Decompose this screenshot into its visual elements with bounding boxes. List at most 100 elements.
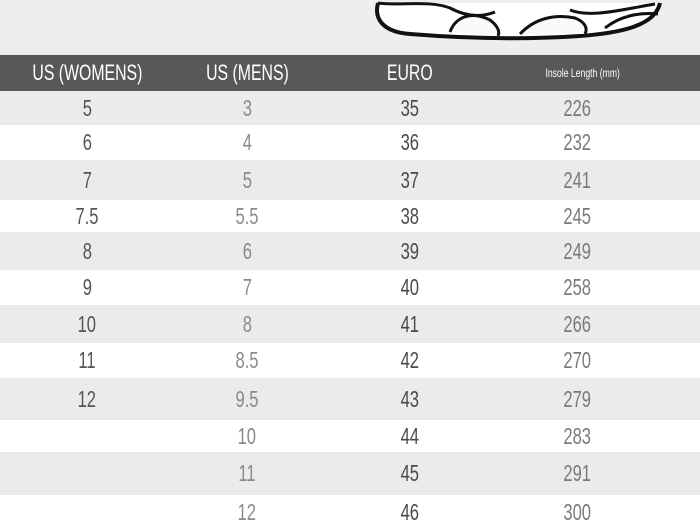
cell-text: 11: [238, 460, 256, 486]
cell-us-mens: 8: [167, 305, 327, 343]
cell-euro: 46: [330, 495, 490, 530]
cell-euro: 43: [330, 378, 490, 420]
cell-text: 43: [400, 385, 420, 412]
cell-us-mens: 5: [167, 160, 327, 200]
cell-us-mens: 11: [167, 452, 327, 495]
table-row: 6 4 36 232: [0, 125, 700, 160]
cell-us-mens: 8.5: [167, 343, 327, 378]
header-us-mens: US (MENS): [205, 60, 289, 85]
cell-text: 291: [563, 460, 591, 486]
cell-us-womens: 11: [7, 343, 167, 378]
cell-insole-length: 258: [497, 270, 657, 305]
cell-text: 46: [400, 499, 420, 525]
cell-text: 7: [82, 166, 92, 193]
header-insole-length: Insole Length (mm): [545, 65, 621, 80]
cell-us-womens: 5: [7, 91, 167, 125]
cell-text: 38: [400, 202, 420, 229]
cell-insole-length: 249: [497, 232, 657, 270]
cell-text: 36: [400, 129, 420, 155]
cell-us-womens: [7, 420, 167, 452]
cell-us-womens: 7.5: [7, 200, 167, 232]
cell-text: 279: [563, 385, 591, 412]
cell-text: 6: [242, 237, 252, 264]
cell-euro: 41: [330, 305, 490, 343]
cell-euro: 39: [330, 232, 490, 270]
cell-us-mens: 7: [167, 270, 327, 305]
table-row: 10 8 41 266: [0, 305, 700, 343]
cell-text: 5: [242, 166, 252, 193]
cell-insole-length: 279: [497, 378, 657, 420]
table-row: 5 3 35 226: [0, 91, 700, 125]
cell-text: 232: [563, 129, 591, 155]
cell-us-womens: [7, 452, 167, 495]
illustration-area: [0, 0, 700, 55]
cell-text: 12: [77, 385, 97, 412]
cell-insole-length: 291: [497, 452, 657, 495]
cell-euro: 44: [330, 420, 490, 452]
cell-insole-length: 300: [497, 495, 657, 530]
cell-insole-length: 245: [497, 200, 657, 232]
cell-us-womens: 7: [7, 160, 167, 200]
cell-text: 4: [242, 129, 252, 155]
cell-us-mens: 4: [167, 125, 327, 160]
cell-text: 37: [400, 166, 420, 193]
cell-euro: 42: [330, 343, 490, 378]
table-row: 12 9.5 43 279: [0, 378, 700, 420]
sneaker-icon: [375, 1, 662, 41]
cell-euro: 38: [330, 200, 490, 232]
cell-us-womens: 9: [7, 270, 167, 305]
cell-text: 42: [400, 347, 420, 373]
cell-text: 226: [563, 94, 591, 121]
cell-euro: 45: [330, 452, 490, 495]
cell-us-womens: 10: [7, 305, 167, 343]
header-euro: EURO: [387, 60, 433, 85]
cell-us-womens: 6: [7, 125, 167, 160]
cell-us-mens: 9.5: [167, 378, 327, 420]
cell-text: 10: [237, 422, 257, 449]
cell-text: 249: [563, 237, 591, 264]
cell-us-mens: 6: [167, 232, 327, 270]
cell-text: 5.5: [235, 202, 259, 229]
cell-text: 10: [77, 310, 97, 337]
cell-insole-length: 226: [497, 91, 657, 125]
cell-text: 245: [563, 202, 591, 229]
cell-text: 300: [563, 499, 591, 525]
cell-euro: 40: [330, 270, 490, 305]
cell-insole-length: 241: [497, 160, 657, 200]
cell-text: 35: [400, 94, 420, 121]
cell-text: 6: [82, 129, 92, 155]
cell-text: 9.5: [235, 385, 259, 412]
cell-text: 7.5: [75, 202, 99, 229]
cell-euro: 35: [330, 91, 490, 125]
cell-text: 41: [400, 310, 420, 337]
cell-us-mens: 12: [167, 495, 327, 530]
cell-insole-length: 232: [497, 125, 657, 160]
cell-text: 266: [563, 310, 591, 337]
cell-us-mens: 5.5: [167, 200, 327, 232]
cell-text: 270: [563, 347, 591, 373]
table-row: 9 7 40 258: [0, 270, 700, 305]
cell-us-mens: 3: [167, 91, 327, 125]
table-row: 12 46 300: [0, 495, 700, 530]
cell-text: 8.5: [235, 347, 259, 373]
cell-text: 9: [82, 274, 92, 300]
cell-text: 258: [563, 274, 591, 300]
table-row: 10 44 283: [0, 420, 700, 452]
cell-text: 8: [82, 237, 92, 264]
cell-insole-length: 270: [497, 343, 657, 378]
cell-euro: 36: [330, 125, 490, 160]
cell-us-mens: 10: [167, 420, 327, 452]
cell-us-womens: 12: [7, 378, 167, 420]
table-row: 8 6 39 249: [0, 232, 700, 270]
table-row: 7.5 5.5 38 245: [0, 200, 700, 232]
cell-text: 3: [242, 94, 252, 121]
cell-text: 8: [242, 310, 252, 337]
table-row: 7 5 37 241: [0, 160, 700, 200]
cell-insole-length: 283: [497, 420, 657, 452]
cell-text: 241: [563, 166, 591, 193]
cell-text: 44: [400, 422, 420, 449]
cell-us-womens: [7, 495, 167, 530]
cell-text: 283: [563, 422, 591, 449]
header-us-womens: US (WOMENS): [31, 60, 142, 85]
cell-text: 45: [400, 460, 420, 486]
